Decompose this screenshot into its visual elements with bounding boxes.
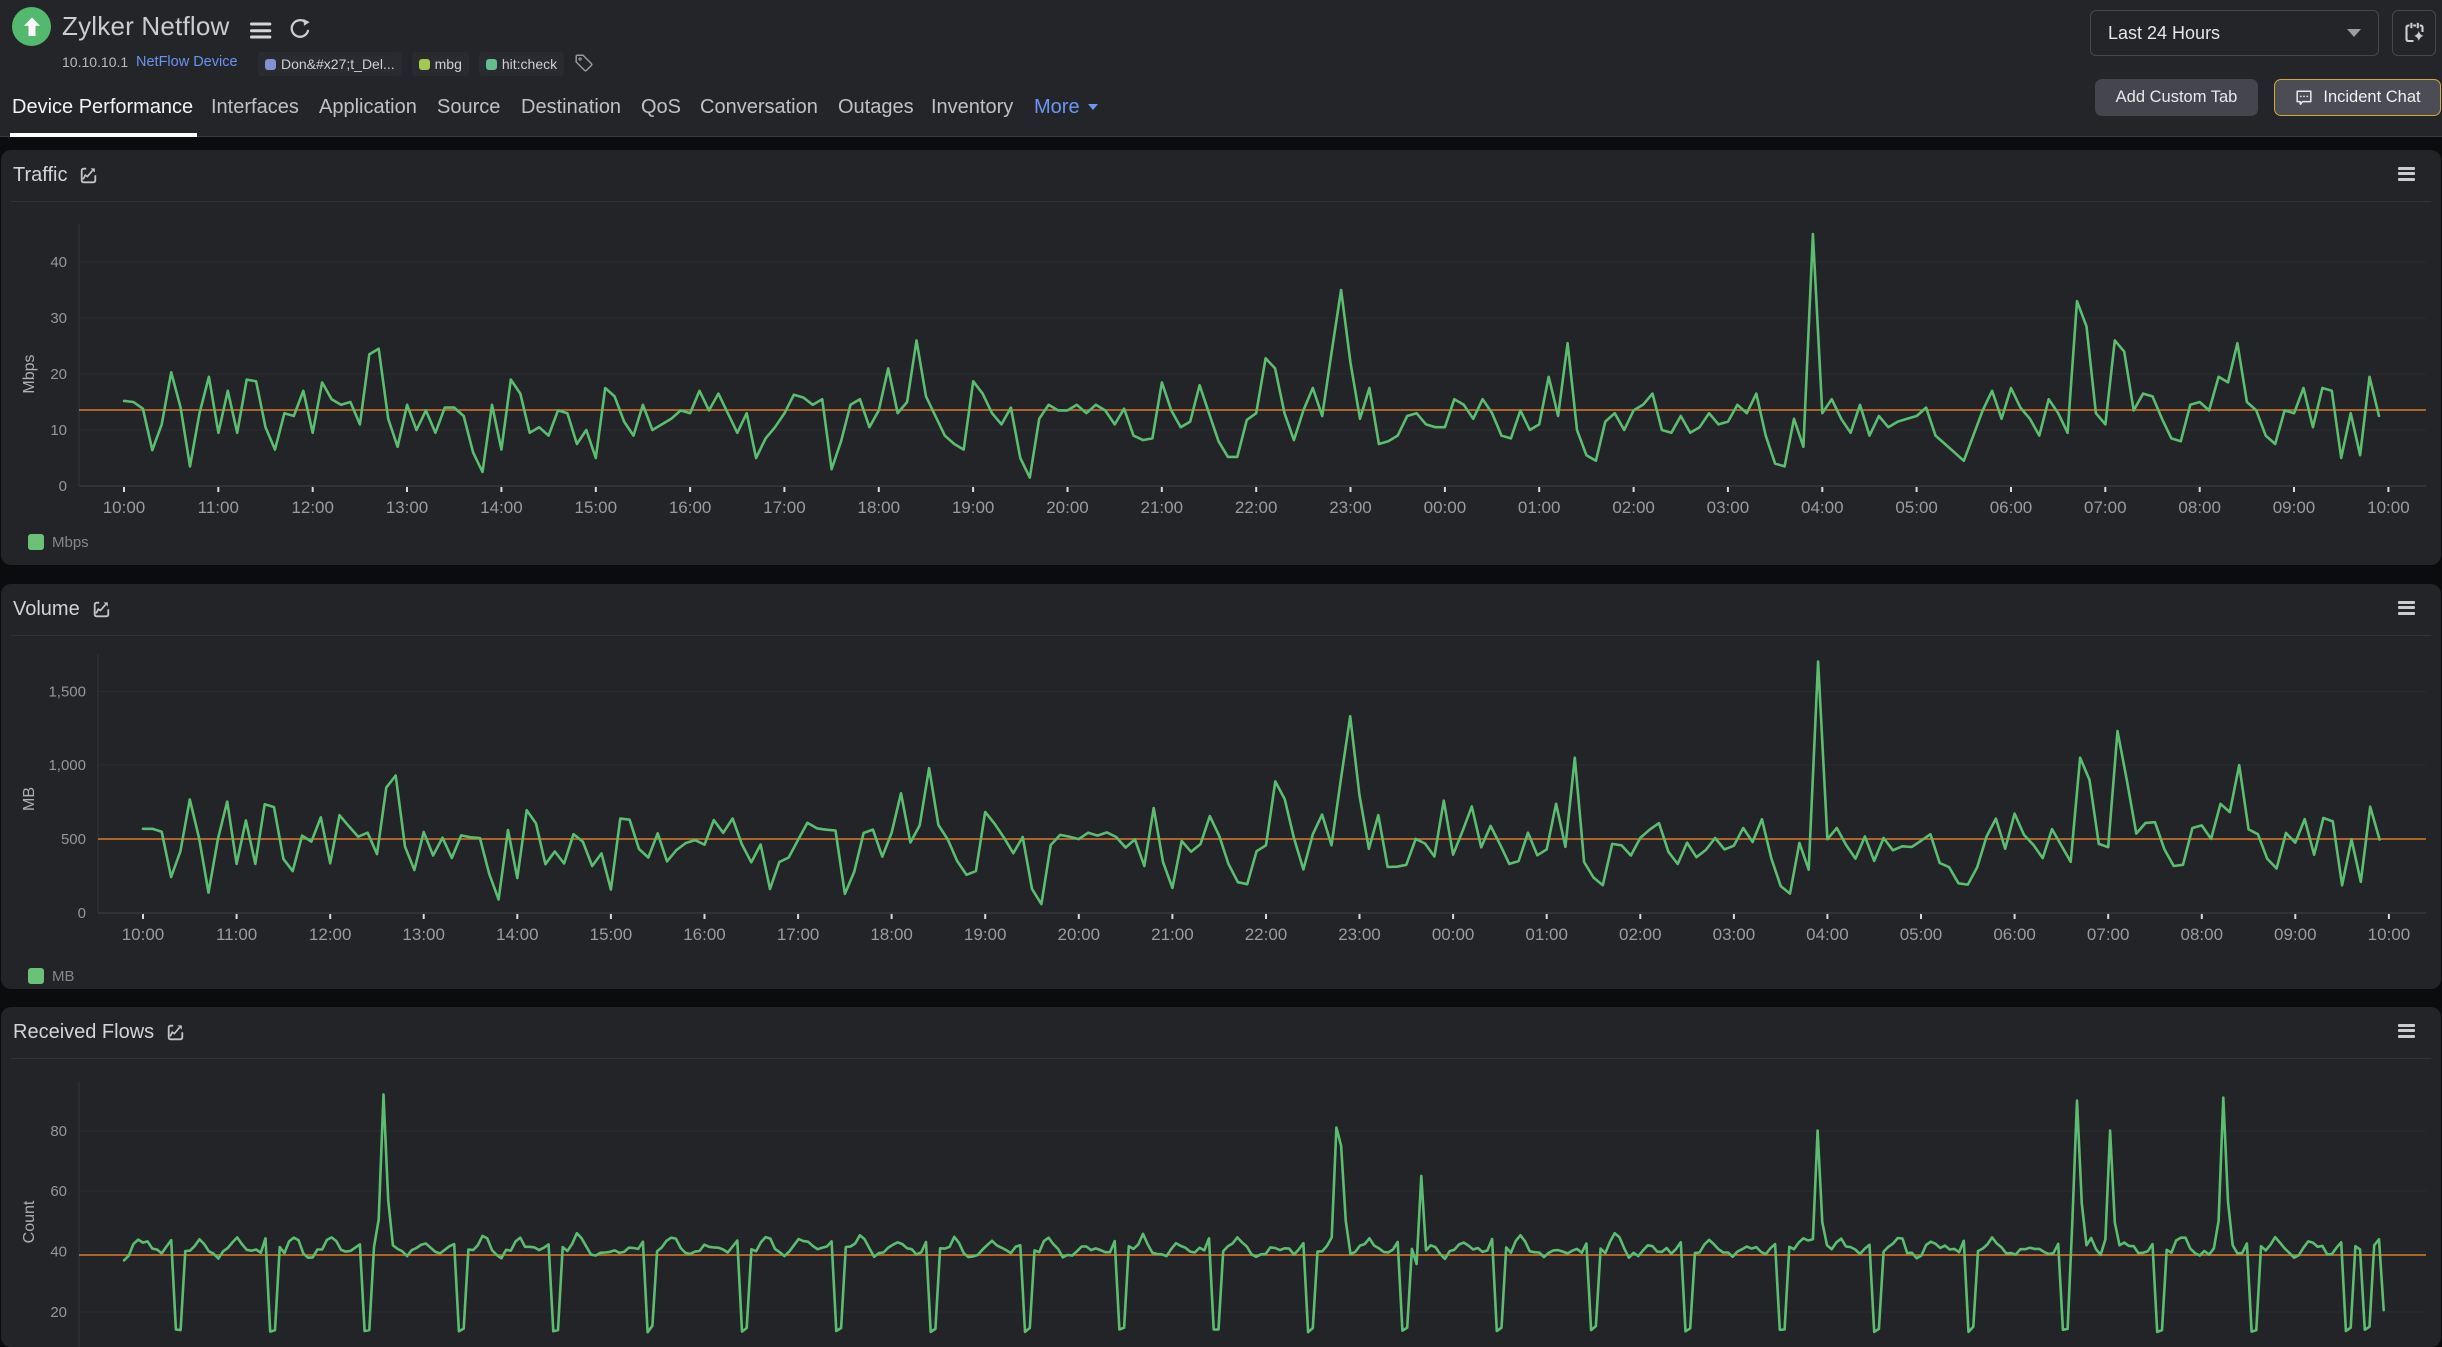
svg-text:0: 0 — [59, 478, 67, 495]
svg-text:16:00: 16:00 — [669, 498, 712, 517]
svg-text:Count: Count — [21, 1200, 38, 1243]
svg-text:05:00: 05:00 — [1895, 498, 1938, 517]
svg-text:03:00: 03:00 — [1713, 925, 1756, 944]
svg-text:21:00: 21:00 — [1151, 925, 1194, 944]
svg-text:07:00: 07:00 — [2084, 498, 2127, 517]
svg-text:10:00: 10:00 — [2367, 498, 2410, 517]
svg-text:11:00: 11:00 — [198, 498, 239, 517]
svg-text:04:00: 04:00 — [1806, 925, 1849, 944]
svg-text:08:00: 08:00 — [2178, 498, 2221, 517]
svg-text:500: 500 — [61, 831, 86, 848]
svg-text:20: 20 — [50, 366, 67, 383]
svg-text:03:00: 03:00 — [1707, 498, 1750, 517]
svg-text:20: 20 — [50, 1304, 67, 1321]
svg-text:00:00: 00:00 — [1424, 498, 1467, 517]
svg-text:10: 10 — [50, 422, 67, 439]
svg-text:Mbps: Mbps — [21, 354, 38, 393]
svg-text:20:00: 20:00 — [1046, 498, 1089, 517]
svg-text:17:00: 17:00 — [777, 925, 820, 944]
svg-text:Mbps: Mbps — [52, 534, 89, 551]
svg-text:80: 80 — [50, 1123, 67, 1140]
svg-text:01:00: 01:00 — [1525, 925, 1568, 944]
svg-text:22:00: 22:00 — [1235, 498, 1278, 517]
svg-text:23:00: 23:00 — [1329, 498, 1372, 517]
svg-text:12:00: 12:00 — [309, 925, 352, 944]
svg-text:14:00: 14:00 — [480, 498, 523, 517]
svg-text:09:00: 09:00 — [2274, 925, 2317, 944]
svg-text:08:00: 08:00 — [2181, 925, 2224, 944]
svg-text:0: 0 — [78, 905, 86, 922]
svg-text:02:00: 02:00 — [1619, 925, 1662, 944]
svg-text:17:00: 17:00 — [763, 498, 806, 517]
svg-text:18:00: 18:00 — [858, 498, 901, 517]
svg-text:15:00: 15:00 — [590, 925, 633, 944]
svg-text:15:00: 15:00 — [575, 498, 618, 517]
svg-text:16:00: 16:00 — [683, 925, 726, 944]
svg-text:14:00: 14:00 — [496, 925, 539, 944]
svg-text:30: 30 — [50, 310, 67, 327]
svg-text:1,500: 1,500 — [48, 684, 86, 701]
svg-text:40: 40 — [50, 1244, 67, 1261]
svg-text:01:00: 01:00 — [1518, 498, 1561, 517]
svg-text:19:00: 19:00 — [952, 498, 995, 517]
svg-text:11:00: 11:00 — [216, 925, 257, 944]
svg-text:06:00: 06:00 — [1990, 498, 2033, 517]
svg-text:23:00: 23:00 — [1338, 925, 1381, 944]
svg-text:02:00: 02:00 — [1612, 498, 1655, 517]
svg-text:MB: MB — [21, 787, 38, 811]
svg-text:60: 60 — [50, 1183, 67, 1200]
svg-text:MB: MB — [52, 968, 75, 985]
svg-text:06:00: 06:00 — [1993, 925, 2036, 944]
svg-text:00:00: 00:00 — [1432, 925, 1475, 944]
svg-text:21:00: 21:00 — [1141, 498, 1184, 517]
svg-text:13:00: 13:00 — [386, 498, 429, 517]
svg-text:40: 40 — [50, 254, 67, 271]
svg-text:04:00: 04:00 — [1801, 498, 1844, 517]
svg-text:12:00: 12:00 — [291, 498, 334, 517]
svg-text:13:00: 13:00 — [402, 925, 445, 944]
svg-text:18:00: 18:00 — [870, 925, 913, 944]
svg-text:09:00: 09:00 — [2273, 498, 2316, 517]
svg-text:1,000: 1,000 — [48, 757, 86, 774]
svg-text:07:00: 07:00 — [2087, 925, 2130, 944]
svg-text:10:00: 10:00 — [2368, 925, 2411, 944]
svg-text:22:00: 22:00 — [1245, 925, 1288, 944]
svg-text:10:00: 10:00 — [103, 498, 146, 517]
svg-text:10:00: 10:00 — [122, 925, 165, 944]
svg-text:05:00: 05:00 — [1900, 925, 1943, 944]
svg-text:20:00: 20:00 — [1058, 925, 1101, 944]
svg-text:19:00: 19:00 — [964, 925, 1007, 944]
